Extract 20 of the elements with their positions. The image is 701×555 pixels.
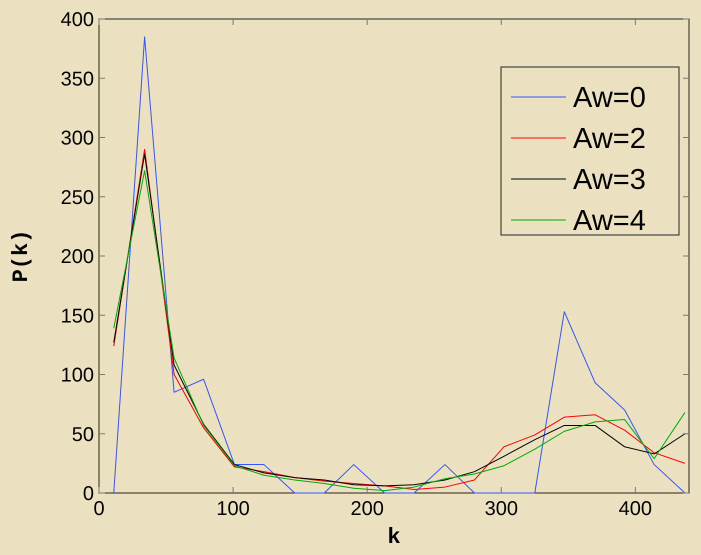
line-series xyxy=(113,36,686,494)
y-tick-label: 350 xyxy=(60,68,94,90)
y-tick-label: 150 xyxy=(60,305,94,328)
x-tick-label: 400 xyxy=(618,498,652,520)
legend-label: Aw=2 xyxy=(573,123,646,156)
y-tick-label: 400 xyxy=(60,9,94,31)
legend-label: Aw=0 xyxy=(573,82,646,114)
y-tick-label: 0 xyxy=(82,483,94,505)
y-tick-label: 300 xyxy=(60,128,94,150)
legend-label: Aw=3 xyxy=(573,164,646,196)
y-axis-title: P(k) xyxy=(9,230,34,282)
x-tick-label: 200 xyxy=(350,498,384,520)
y-tick-label: 250 xyxy=(60,186,94,209)
x-axis-title: k xyxy=(387,525,401,550)
y-tick-label: 50 xyxy=(72,424,94,446)
y-tick-label: 100 xyxy=(60,364,94,386)
y-tick-label: 200 xyxy=(60,246,94,268)
legend-label: Aw=4 xyxy=(573,205,646,238)
x-tick-label: 100 xyxy=(216,498,250,520)
x-tick-label: 300 xyxy=(484,498,518,520)
